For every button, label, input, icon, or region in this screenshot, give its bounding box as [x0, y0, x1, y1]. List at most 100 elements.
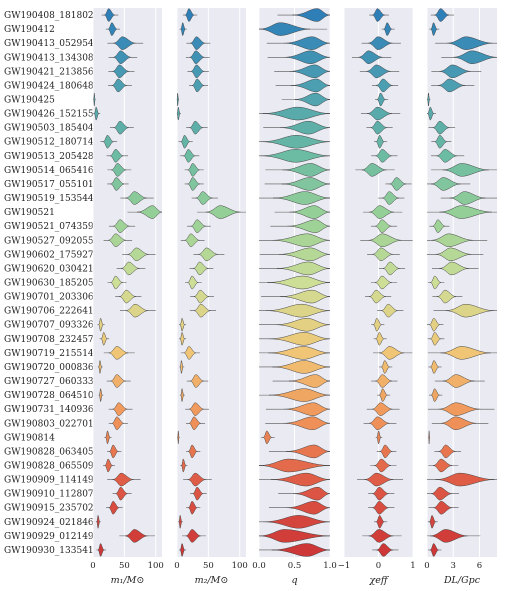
violin: [187, 177, 200, 191]
violin: [96, 515, 101, 529]
event-label: GW190731_140936: [4, 405, 94, 415]
violin: [436, 149, 458, 163]
tick-label: 0: [174, 561, 179, 571]
violin: [381, 360, 390, 374]
event-label: GW190708_232457: [4, 335, 94, 345]
event-label: GW190924_021846: [4, 518, 94, 528]
violin: [258, 22, 311, 36]
violin: [263, 515, 331, 529]
violin: [440, 346, 491, 360]
violin: [430, 332, 441, 346]
violin: [282, 163, 331, 177]
violin: [190, 64, 205, 79]
violin: [288, 374, 331, 388]
event-label: GW190517_055101: [4, 180, 94, 190]
event-label: GW190408_181802: [4, 11, 94, 21]
violin: [375, 135, 385, 149]
tick-label: 1.0: [323, 561, 337, 571]
tick-label: 1: [410, 561, 415, 571]
axis-label: DL/Gpc: [443, 575, 481, 586]
violin: [275, 318, 331, 332]
violin: [375, 275, 392, 290]
tick-label: 100: [148, 561, 164, 571]
violin: [369, 205, 395, 219]
violin: [366, 64, 391, 79]
tick-label: 50: [119, 561, 130, 571]
violin: [180, 135, 190, 149]
violin: [431, 177, 461, 191]
violin: [389, 177, 407, 191]
violin: [437, 289, 457, 304]
event-label: GW190521_074359: [4, 222, 94, 232]
event-label: GW190828_063405: [4, 447, 94, 457]
violin: [375, 515, 385, 529]
violin: [445, 303, 494, 318]
violin: [187, 163, 200, 177]
event-label: GW190915_235702: [4, 504, 94, 514]
violin: [373, 318, 382, 332]
violin: [428, 430, 430, 445]
violin: [290, 78, 331, 93]
violin: [258, 458, 331, 473]
violin: [110, 374, 126, 388]
violin: [375, 332, 385, 346]
violin: [271, 233, 331, 247]
violin: [205, 205, 241, 219]
tick-label: 100: [232, 561, 248, 571]
violin: [287, 219, 331, 233]
violin: [364, 472, 394, 487]
violin: [367, 36, 393, 50]
violin: [439, 64, 471, 79]
violin: [437, 78, 466, 93]
violin: [292, 8, 331, 22]
violin: [433, 501, 453, 515]
violin: [430, 543, 439, 557]
violin: [379, 346, 405, 360]
tick-label: 0.5: [288, 561, 302, 571]
tick-label: 0: [90, 561, 95, 571]
violin: [283, 36, 331, 50]
violin: [108, 501, 120, 515]
violin: [281, 177, 331, 191]
violin: [377, 92, 386, 107]
violin: [382, 191, 399, 205]
violin: [283, 416, 331, 430]
violin: [191, 78, 205, 93]
axis-label: χeff: [368, 575, 389, 586]
violin: [376, 78, 393, 93]
violin: [435, 247, 472, 262]
violin: [190, 36, 206, 50]
event-label: GW190630_185205: [4, 279, 94, 289]
violin: [280, 289, 331, 304]
violin: [372, 486, 389, 501]
violin: [434, 135, 448, 149]
event-label: GW190706_222641: [4, 307, 94, 317]
violin: [283, 50, 331, 64]
event-label: GW190513_205428: [4, 152, 94, 162]
event-label: GW190514_065416: [4, 166, 94, 176]
violin: [432, 120, 450, 135]
event-label: GW190519_153544: [4, 194, 94, 204]
violin: [372, 8, 385, 22]
violin: [278, 247, 331, 262]
violin: [438, 402, 481, 416]
violin: [376, 543, 394, 557]
violin: [367, 106, 392, 121]
violin: [382, 261, 400, 276]
violin: [273, 191, 331, 205]
violin: [368, 529, 394, 543]
panel-4: 0 3 6 DL/Gpc: [424, 8, 498, 586]
violin: [268, 332, 331, 346]
violin: [381, 303, 398, 318]
violin: [104, 8, 115, 22]
event-label: GW190719_215514: [4, 349, 94, 359]
event-label: GW190701_203306: [4, 293, 94, 303]
violin: [127, 247, 149, 262]
violin: [262, 106, 331, 121]
violin: [260, 149, 331, 163]
event-label: GW190412: [4, 25, 55, 35]
violin: [372, 501, 389, 515]
violin: [258, 529, 331, 543]
